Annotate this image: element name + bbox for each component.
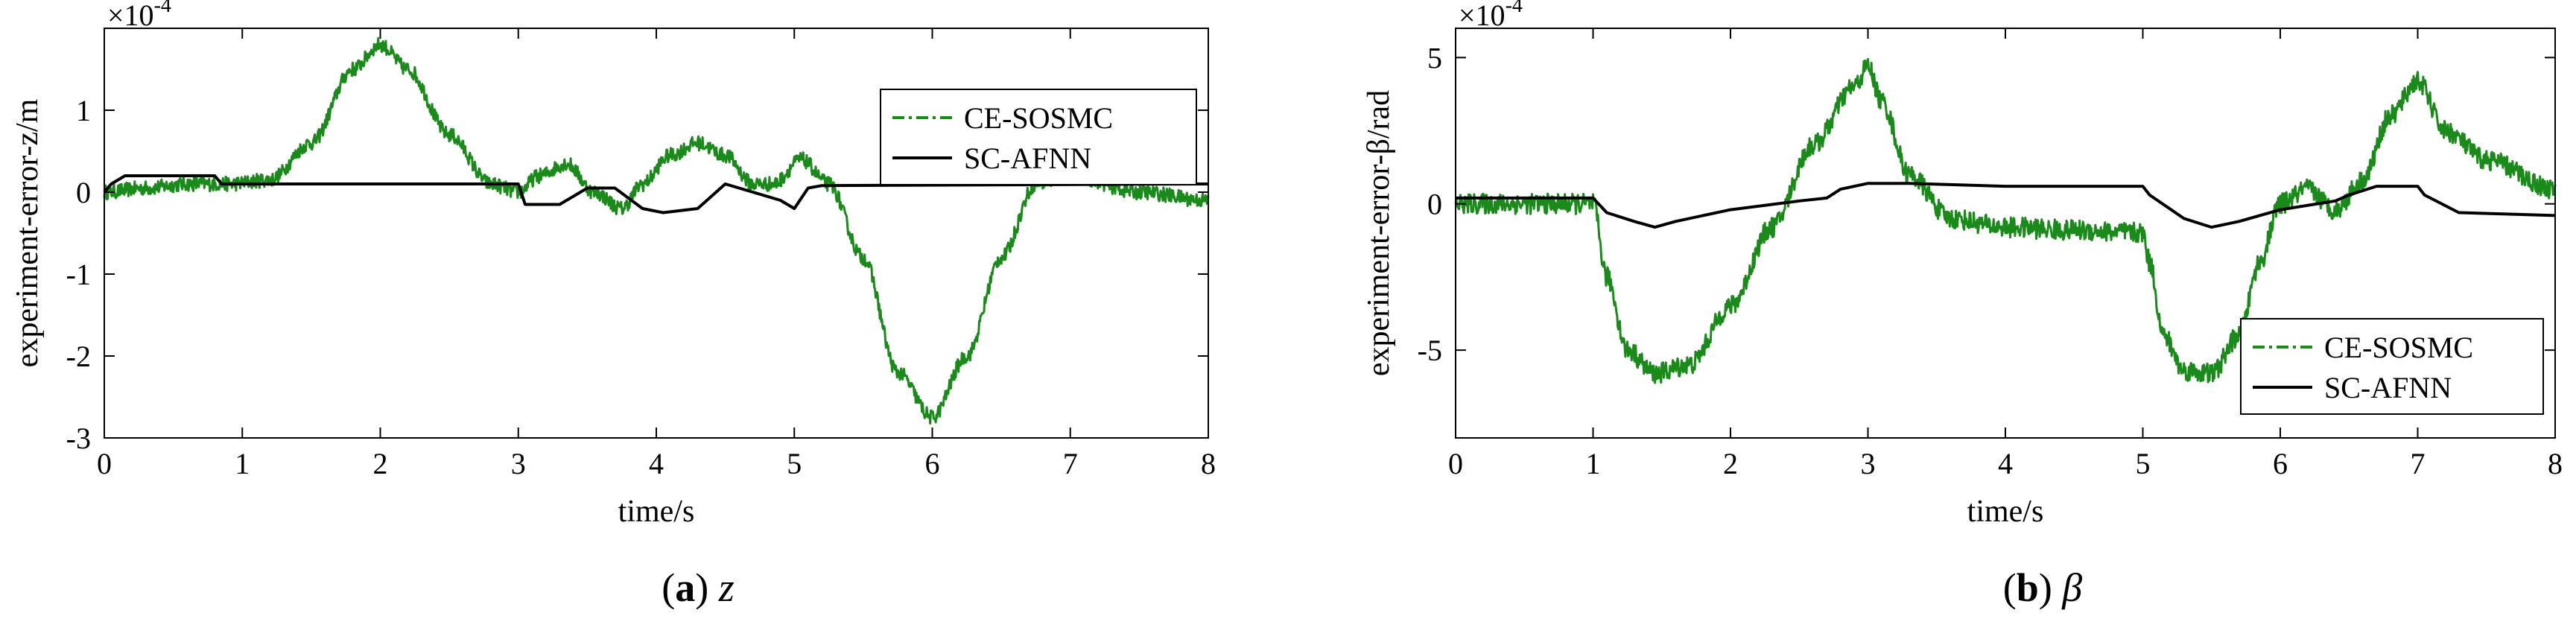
caption-a: (a) z	[662, 565, 735, 610]
series-line-sc-afnn	[103, 174, 1209, 214]
x-tick-label: 0	[1448, 447, 1463, 480]
x-tick-label: 8	[2548, 447, 2563, 480]
x-tick-label: 5	[2136, 447, 2151, 480]
legend: CE-SOSMC SC-AFNN	[880, 89, 1197, 185]
y-tick-label: 1	[76, 94, 91, 127]
x-tick-label: 5	[787, 447, 802, 480]
y-tick-label: -2	[66, 340, 91, 373]
series-line-ce-sosmc	[103, 36, 1210, 425]
chart-panel-b: 0 1 2 3 4 5 6 7 8 -5 0 5 ×10-4 time/s experiment-error…	[1362, 0, 2563, 529]
x-tick-label: 4	[1998, 447, 2013, 480]
y-axis-label: experiment-error-β/rad	[1362, 90, 1396, 376]
x-tick-label: 3	[511, 447, 526, 480]
exponent-power: -4	[154, 0, 171, 17]
y-tick-label: -5	[1418, 334, 1442, 367]
y-tick-label: -3	[66, 422, 91, 455]
chart-panel-a: 0 1 2 3 4 5 6 7 8 -3 -2 -1 0 1 ×10-4 time/s experiment-e…	[10, 0, 1216, 529]
legend-box	[880, 89, 1197, 185]
x-tick-label: 2	[373, 447, 388, 480]
exponent-power: -4	[1506, 0, 1523, 17]
caption-a-symbol: z	[718, 565, 735, 610]
x-tick-label: 1	[235, 447, 250, 480]
x-tick-label: 1	[1586, 447, 1601, 480]
x-tick-label: 7	[1063, 447, 1078, 480]
series-line-ce-sosmc	[1454, 57, 2557, 384]
legend-entry: SC-AFNN	[964, 142, 1091, 175]
x-axis-label: time/s	[1967, 495, 2044, 529]
caption-a-label: a	[675, 565, 696, 610]
exponent-label: ×10-4	[1459, 0, 1523, 32]
x-tick-label: 6	[925, 447, 940, 480]
caption-b-label: b	[2016, 565, 2039, 610]
legend: CE-SOSMC SC-AFNN	[2240, 318, 2544, 415]
y-tick-label: 0	[1427, 188, 1442, 221]
legend-box	[2240, 318, 2544, 415]
caption-b: (b) β	[2002, 565, 2083, 610]
x-tick-label: 2	[1723, 447, 1738, 480]
y-tick-label: -1	[66, 258, 91, 291]
x-axis-label: time/s	[618, 495, 695, 529]
y-axis-label: experiment-error-z/m	[10, 98, 45, 367]
x-tick-label: 6	[2273, 447, 2288, 480]
y-tick-label: 0	[76, 176, 91, 209]
x-tick-label: 4	[649, 447, 664, 480]
series-line-sc-afnn	[1456, 182, 2556, 229]
y-tick-label: 5	[1427, 41, 1442, 74]
legend-entry: CE-SOSMC	[964, 101, 1113, 135]
x-tick-label: 3	[1861, 447, 1876, 480]
legend-entry: CE-SOSMC	[2324, 331, 2473, 364]
caption-b-symbol: β	[2062, 565, 2083, 610]
x-tick-label: 8	[1201, 447, 1216, 480]
x-tick-label: 7	[2411, 447, 2426, 480]
legend-entry: SC-AFNN	[2324, 371, 2452, 404]
exponent-label: ×10-4	[107, 0, 171, 32]
x-tick-label: 0	[97, 447, 112, 480]
